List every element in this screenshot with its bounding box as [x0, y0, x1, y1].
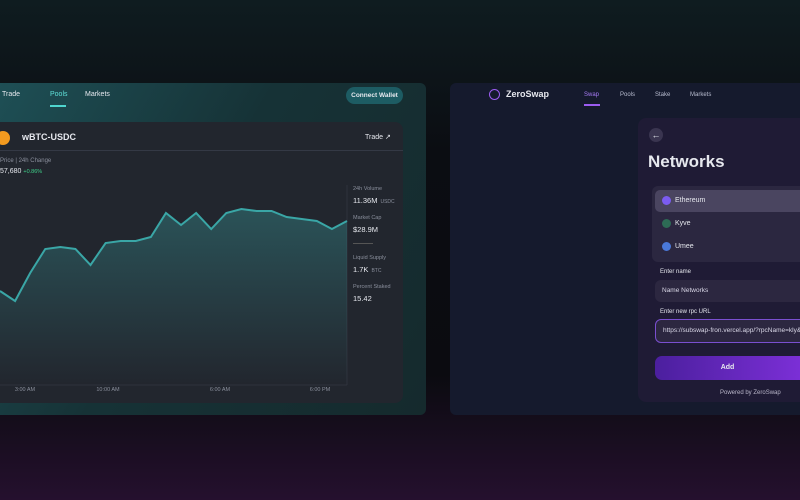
stat-value: 1.7K — [353, 265, 369, 274]
line — [0, 207, 348, 303]
stat-label: Liquid Supply — [353, 255, 387, 261]
trade-text: Trade — [365, 134, 384, 141]
trade-link[interactable]: Trade ↗ — [365, 134, 391, 141]
footer: Powered by ZeroSwap — [720, 390, 781, 396]
network-icon — [662, 242, 671, 251]
connect-wallet-button[interactable]: Connect Wallet — [346, 87, 403, 104]
price-label: Price | 24h Change — [0, 158, 52, 164]
x-tick-label: 10:00 AM — [96, 387, 120, 393]
url-label: Enter new rpc URL — [660, 309, 711, 315]
price: 57,680 +0.86% — [0, 168, 42, 175]
stat: 11.36M USDC — [353, 196, 395, 205]
nav-item[interactable]: Pools — [620, 92, 636, 98]
nav-item[interactable]: Pools — [50, 91, 68, 98]
stat-unit: USDC — [380, 199, 395, 205]
network-row[interactable]: Umee — [655, 236, 800, 258]
stat: 15.42 — [353, 294, 372, 303]
x-tick-label: 3:00 AM — [15, 387, 36, 393]
logo-icon — [489, 89, 500, 100]
divider — [0, 150, 403, 151]
network-icon — [662, 196, 671, 205]
nav-underline — [584, 104, 600, 106]
network-row[interactable]: Ethereum — [655, 190, 800, 212]
network-name: Umee — [675, 243, 694, 250]
network-row[interactable]: Kyve — [655, 213, 800, 235]
x-tick-label: 6:00 AM — [210, 387, 231, 393]
line-area — [0, 209, 347, 385]
nav-item[interactable]: Trade — [2, 91, 21, 98]
price-value: 57,680 — [0, 168, 22, 175]
coin-icon — [0, 131, 10, 145]
back-button[interactable]: ← — [649, 128, 663, 142]
stat: $28.9M — [353, 225, 378, 234]
stat-value: $28.9M — [353, 225, 379, 234]
pair-name: wBTC-USDC — [22, 132, 76, 142]
network-icon — [662, 219, 671, 228]
name-label: Enter name — [660, 269, 692, 275]
name-input[interactable]: Name Networks — [655, 280, 800, 302]
networks-title: Networks — [648, 152, 725, 171]
x-tick-label: 6:00 PM — [310, 387, 331, 393]
nav-item[interactable]: Swap — [584, 92, 600, 98]
nav-item[interactable]: Stake — [655, 92, 671, 98]
stat-label: 24h Volume — [353, 186, 383, 192]
stat-label: Percent Staked — [353, 284, 391, 290]
price-change: +0.86% — [23, 169, 43, 175]
chart: 3:00 AM 10:00 AM 6:00 AM 6:00 PM — [0, 185, 348, 393]
add-button[interactable]: Add — [655, 356, 800, 380]
stat: 1.7K BTC — [353, 265, 381, 274]
url-input[interactable]: https://subswap-fron.vercel.app/?rpcName… — [655, 319, 800, 343]
nav-item[interactable]: Markets — [85, 91, 110, 98]
stat-label: Market Cap — [353, 215, 382, 221]
nav-underline — [50, 105, 66, 107]
stat-unit: BTC — [371, 268, 382, 274]
stat-value: 15.42 — [353, 294, 372, 303]
network-name: Kyve — [675, 220, 691, 227]
nav-item[interactable]: Markets — [690, 92, 712, 98]
brand: ZeroSwap — [506, 89, 550, 99]
stat-value: 11.36M — [353, 196, 378, 205]
network-name: Ethereum — [675, 197, 706, 204]
divider — [353, 243, 373, 244]
